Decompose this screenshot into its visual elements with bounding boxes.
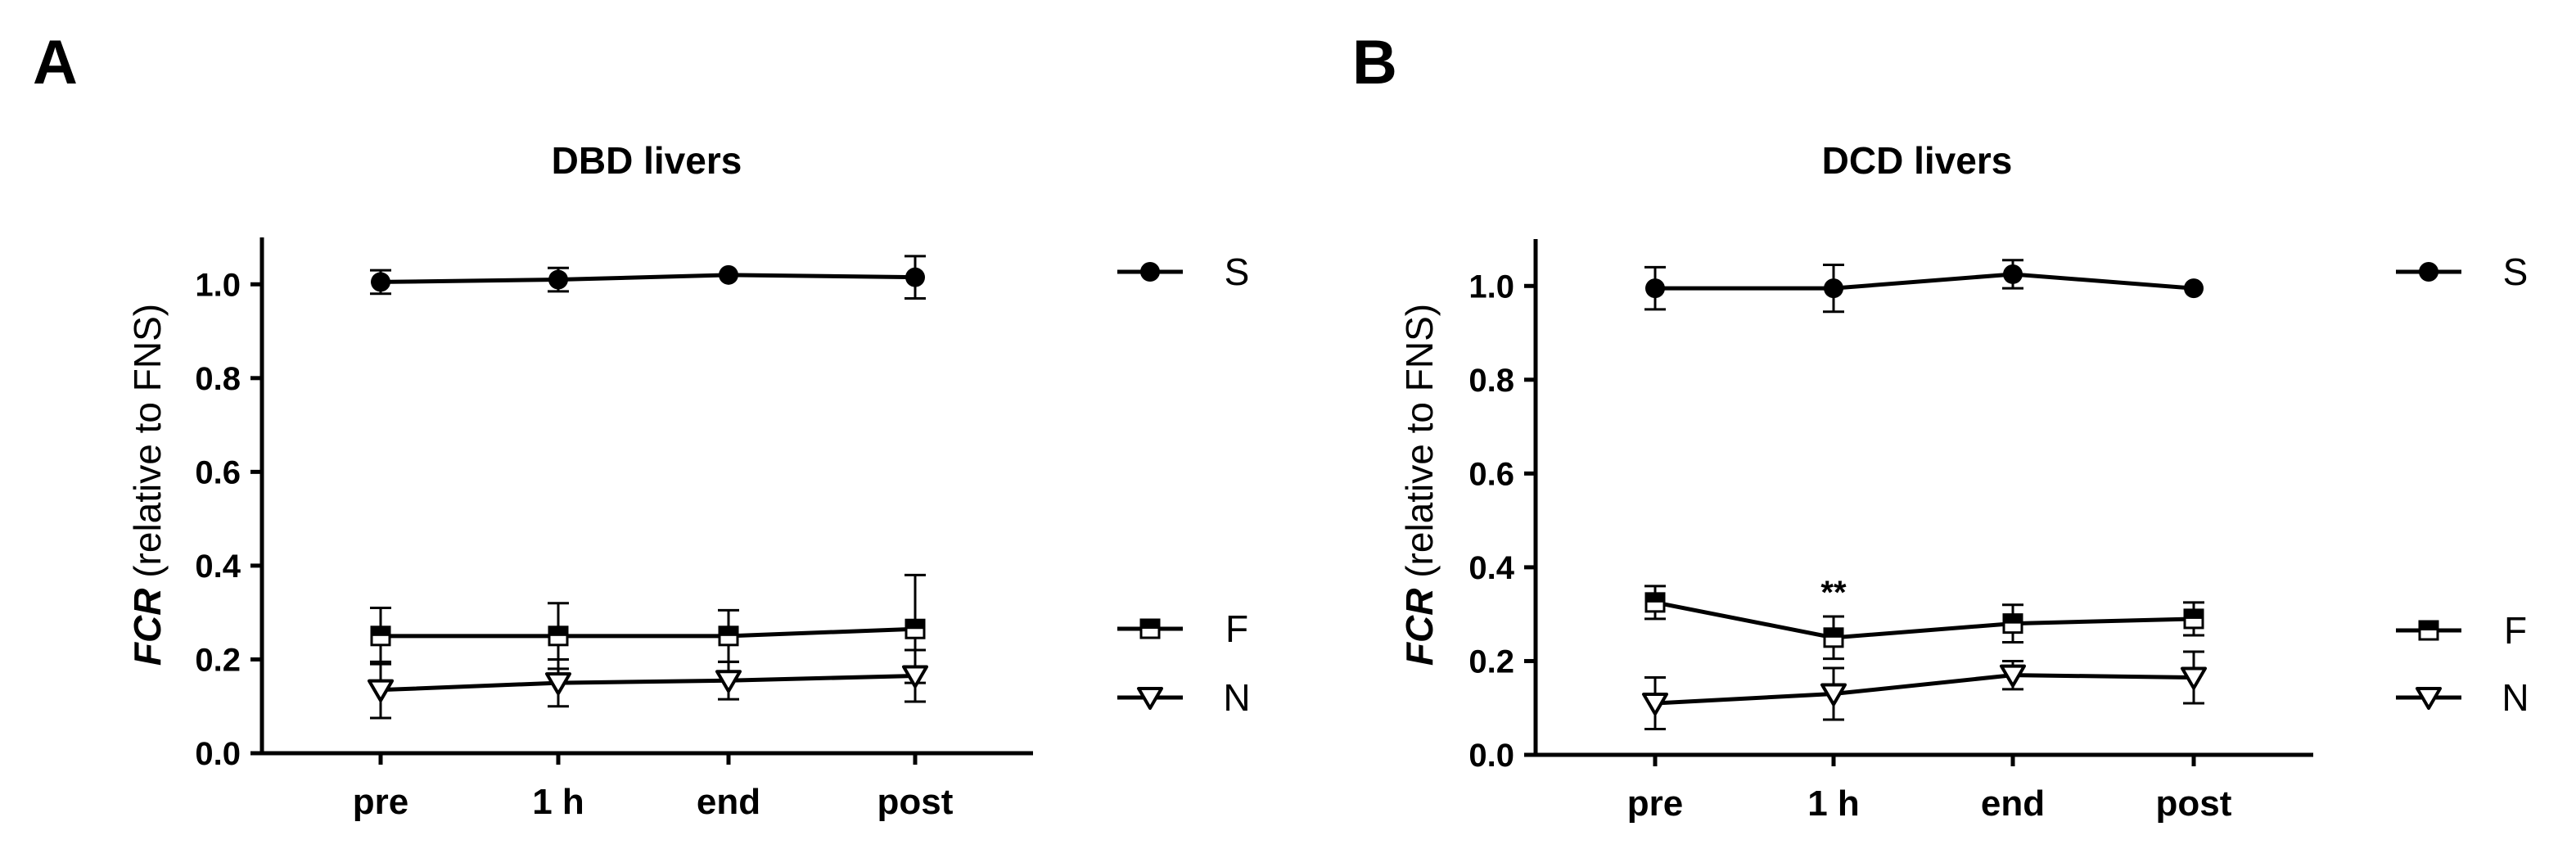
- legend-entry-n: N: [2396, 676, 2529, 719]
- x-tick-label: end: [1981, 783, 2045, 824]
- y-tick-label: 0.0: [1468, 738, 1514, 774]
- x-tick-label: 1 h: [532, 782, 584, 822]
- y-axis-label-italic: FCR: [1398, 589, 1441, 666]
- data-point: [905, 267, 925, 287]
- panel-b: B DCD livers FCR (relative to FNS) 0.00.…: [1352, 28, 2529, 824]
- legend-marker-fill: [1141, 620, 1159, 629]
- data-point: [715, 670, 742, 693]
- data-point: [371, 272, 390, 292]
- legend-entry-s: S: [2396, 251, 2528, 293]
- x-tick-label: pre: [353, 782, 408, 822]
- x-tick-label: post: [2156, 783, 2232, 824]
- series-n-line: [380, 674, 916, 693]
- legend-label: S: [1225, 251, 1250, 293]
- chart-title: DCD livers: [1822, 139, 2013, 182]
- data-point: [719, 264, 738, 285]
- data-point-fill: [720, 626, 738, 636]
- legend-label: S: [2503, 251, 2529, 293]
- panel-letter: A: [33, 28, 78, 97]
- series-s-line: [1655, 272, 2195, 291]
- y-axis-label: FCR (relative to FNS): [1398, 304, 1441, 666]
- data-point-fill: [1825, 628, 1843, 638]
- y-tick-label: 0.4: [1468, 550, 1514, 586]
- x-tick-label: pre: [1627, 783, 1683, 824]
- legend-label: F: [2504, 609, 2527, 652]
- y-axis-label-rest: (relative to FNS): [1398, 304, 1441, 589]
- y-tick-label: 0.8: [195, 361, 241, 397]
- data-point: [1820, 683, 1847, 707]
- panel-letter: B: [1352, 28, 1397, 97]
- data-point: [545, 672, 571, 696]
- legend-entry-s: S: [1117, 251, 1249, 293]
- legend-marker: [1137, 687, 1163, 710]
- series-f: [370, 573, 926, 684]
- y-tick-label: 1.0: [195, 267, 241, 303]
- series-n: [1642, 650, 2207, 730]
- data-point-fill: [372, 626, 390, 636]
- y-tick-label: 0.4: [195, 549, 241, 585]
- x-tick-label: 1 h: [1807, 783, 1860, 824]
- data-point: [902, 665, 928, 689]
- series-f: [1644, 585, 2204, 661]
- legend-marker: [1140, 262, 1160, 282]
- series-s: [370, 255, 926, 300]
- x-tick-label: end: [697, 782, 760, 822]
- legend-label: N: [2502, 676, 2529, 719]
- legend-label: N: [1223, 676, 1250, 719]
- y-tick-label: 0.6: [195, 454, 241, 490]
- data-point: [368, 679, 394, 702]
- y-axis-label-rest: (relative to FNS): [126, 304, 169, 589]
- y-axis-label: FCR (relative to FNS): [126, 304, 169, 666]
- data-point: [1645, 278, 1665, 299]
- data-point-fill: [2185, 609, 2203, 619]
- series-f-line: [1654, 600, 2195, 640]
- x-tick-label: post: [877, 782, 954, 822]
- y-tick-label: 0.6: [1468, 456, 1514, 492]
- legend-marker-fill: [2420, 621, 2438, 630]
- panel-a: A DBD livers FCR (relative to FNS) 0.00.…: [33, 28, 1251, 822]
- series-f-line: [381, 626, 916, 639]
- data-point-fill: [2004, 614, 2022, 624]
- legend-entry-f: F: [2396, 609, 2527, 652]
- data-point: [1642, 693, 1668, 716]
- legend-entry-f: F: [1117, 607, 1248, 650]
- data-point: [2184, 278, 2204, 299]
- y-tick-label: 0.2: [1468, 644, 1514, 680]
- plot-area: 0.0 0.2 0.4 0.6 0.8 1.0 pre 1 h end post S FN: [195, 237, 1251, 822]
- data-point: [1824, 278, 1843, 299]
- legend-entry-n: N: [1117, 676, 1251, 719]
- data-point: [2003, 264, 2023, 284]
- data-point-fill: [1646, 593, 1664, 603]
- y-tick-label: 0.8: [1468, 363, 1514, 399]
- series-n-line: [1654, 673, 2195, 706]
- series-n: [368, 648, 928, 720]
- plot-area: 0.0 0.2 0.4 0.6 0.8 1.0 pre 1 h end post S FN **: [1468, 239, 2529, 824]
- data-point: [2181, 666, 2207, 690]
- data-point-fill: [549, 626, 567, 636]
- data-point-fill: [906, 620, 924, 630]
- data-point: [548, 269, 568, 290]
- significance-annotation: **: [1820, 575, 1847, 611]
- legend-marker: [2419, 262, 2438, 282]
- y-tick-label: 0.2: [195, 642, 241, 678]
- data-point: [2000, 664, 2026, 688]
- y-axis-label-italic: FCR: [126, 589, 169, 666]
- series-s-line: [380, 273, 916, 284]
- legend-label: F: [1225, 607, 1248, 650]
- y-tick-label: 1.0: [1468, 269, 1514, 305]
- legend-marker: [2416, 687, 2442, 710]
- series-s: [1644, 259, 2204, 314]
- y-tick-label: 0.0: [195, 736, 241, 772]
- chart-title: DBD livers: [552, 139, 742, 182]
